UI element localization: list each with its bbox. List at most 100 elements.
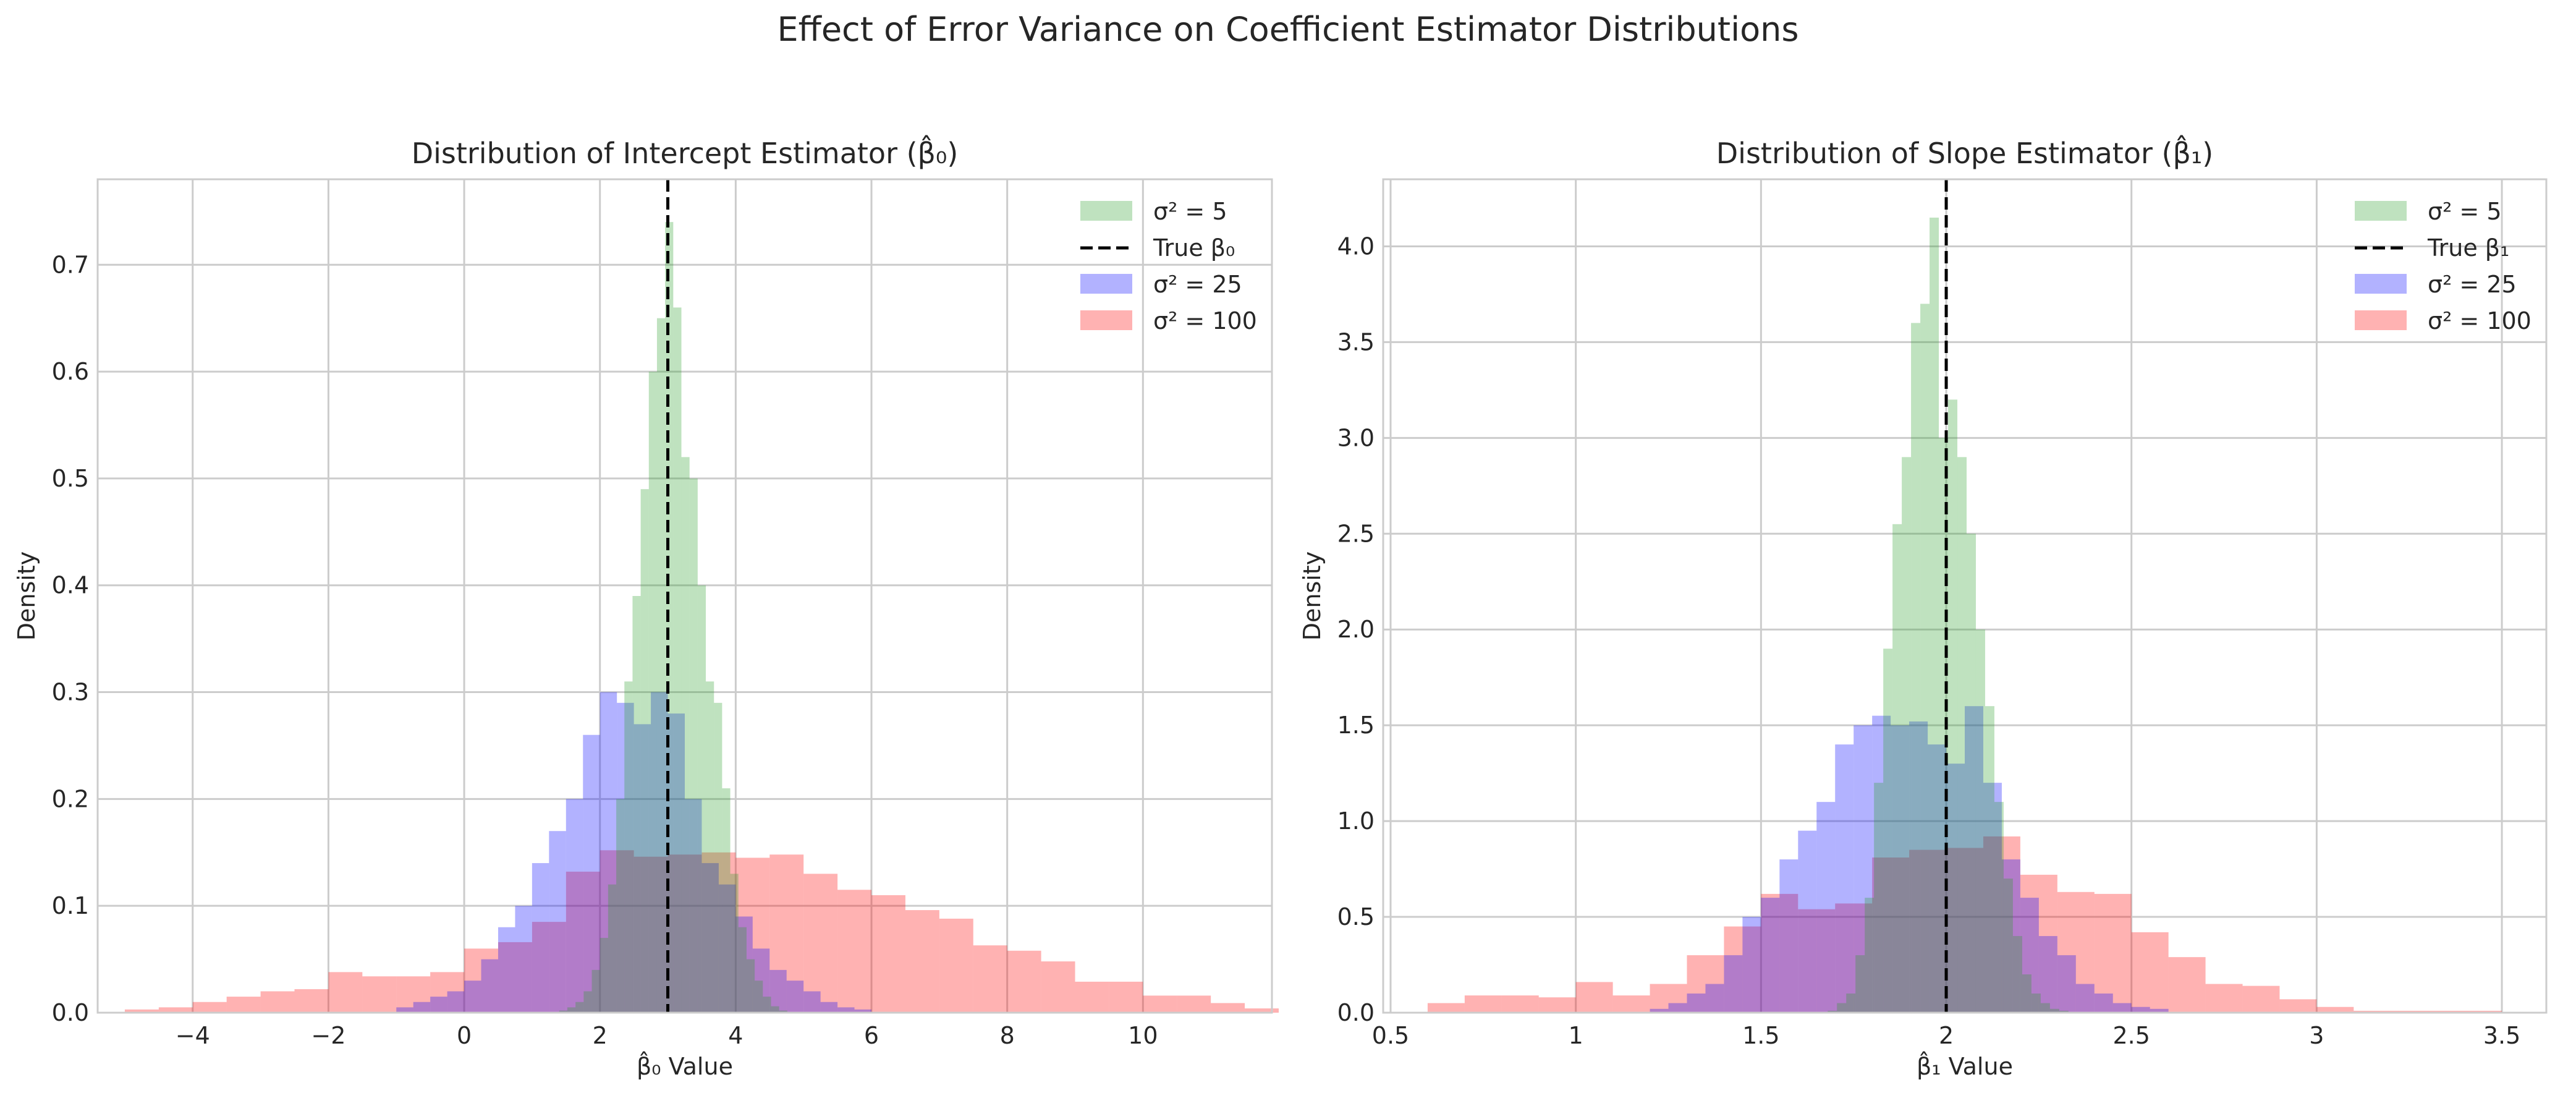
x-tick-label: −2	[311, 1022, 345, 1049]
y-tick-label: 4.0	[1337, 232, 1375, 260]
histogram-bar	[2242, 985, 2280, 1013]
intercept-x-axis-label: β̂₀ Value	[637, 1052, 733, 1080]
x-tick-label: 2	[1939, 1022, 1954, 1049]
histogram-bar	[803, 991, 821, 1013]
histogram-bar	[396, 976, 431, 1013]
histogram-bar	[583, 734, 600, 1013]
histogram-bar	[2131, 932, 2169, 1013]
histogram-bar	[515, 906, 532, 1013]
x-tick-label: 8	[1000, 1022, 1015, 1049]
histogram-bar	[1837, 1003, 1847, 1013]
x-tick-label: 3	[2309, 1022, 2324, 1049]
histogram-bar	[837, 1007, 855, 1013]
histogram-bar	[2094, 994, 2113, 1013]
y-tick-label: 3.5	[1337, 328, 1375, 355]
histogram-bar	[1798, 830, 1817, 1013]
histogram-bar	[2205, 984, 2243, 1013]
histogram-bar	[396, 1007, 413, 1013]
y-tick-label: 0.0	[1337, 999, 1375, 1026]
histogram-bar	[226, 997, 261, 1013]
histogram-bar	[769, 854, 804, 1013]
histogram-bar	[2003, 879, 2013, 1013]
legend-label: True β₀	[1153, 234, 1235, 262]
histogram-bar	[2094, 893, 2132, 1013]
legend-swatch	[2355, 310, 2407, 330]
histogram-bar	[2112, 1003, 2132, 1013]
histogram-bar	[2428, 1010, 2465, 1013]
histogram-bar	[1909, 849, 1947, 1013]
histogram-bar	[616, 799, 625, 1013]
histogram-bar	[498, 942, 532, 1013]
histogram-bar	[559, 1010, 567, 1013]
histogram-bar	[600, 850, 634, 1013]
histogram-bar	[632, 596, 641, 1013]
series-2-bars	[1427, 836, 2502, 1013]
histogram-bar	[413, 1002, 431, 1013]
histogram-bar	[673, 307, 682, 1013]
histogram-bar	[2038, 936, 2057, 1013]
slope-panel-title: Distribution of Slope Estimator (β̂₁)	[1716, 135, 2213, 170]
histogram-bar	[1835, 903, 1873, 1013]
histogram-bar	[803, 874, 838, 1013]
legend-label: σ² = 25	[2428, 271, 2517, 298]
plot-frame	[1382, 178, 2548, 1014]
histogram-bar	[939, 918, 973, 1013]
histogram-bar	[2131, 1006, 2150, 1013]
x-tick-label: 2.5	[2112, 1022, 2150, 1049]
histogram-bar	[532, 863, 549, 1013]
x-tick-label: 3.5	[2483, 1022, 2520, 1049]
legend-label: σ² = 25	[1153, 271, 1242, 298]
histogram-bar	[158, 1007, 193, 1013]
intercept-y-axis-label: Density	[13, 551, 40, 640]
histogram-bar	[1828, 1010, 1837, 1013]
histogram-bar	[1761, 893, 1799, 1013]
y-tick-label: 2.5	[1337, 520, 1375, 547]
histogram-bar	[1427, 1003, 1465, 1013]
histogram-bar	[786, 981, 804, 1013]
histogram-bar	[1872, 857, 1910, 1013]
histogram-bar	[1835, 744, 1854, 1013]
y-tick-label: 3.0	[1337, 424, 1375, 451]
histogram-bar	[871, 895, 905, 1013]
histogram-bar	[2279, 999, 2317, 1013]
y-tick-label: 0.5	[52, 465, 89, 492]
histogram-bar	[755, 981, 763, 1013]
legend-label: σ² = 100	[2428, 307, 2532, 334]
legend-label: σ² = 100	[1153, 307, 1257, 334]
series-1-bars	[396, 692, 872, 1013]
histogram-bar	[481, 959, 498, 1013]
histogram-bar	[633, 724, 651, 1013]
x-tick-label: −4	[176, 1022, 210, 1049]
histogram-bar	[2465, 1010, 2502, 1013]
histogram-bar	[2001, 859, 2020, 1013]
legend-swatch	[1080, 310, 1132, 330]
histogram-bar	[1177, 995, 1211, 1013]
series-2-bars	[124, 850, 1279, 1013]
intercept-panel-title: Distribution of Intercept Estimator (β̂₀…	[412, 135, 959, 170]
histogram-bar	[1902, 457, 1912, 1013]
histogram-bar	[706, 681, 714, 1013]
histogram-bar	[1650, 984, 1687, 1013]
histogram-bar	[1501, 995, 1539, 1013]
histogram-bar	[498, 927, 515, 1013]
histogram-bar	[714, 702, 722, 1013]
histogram-bar	[2031, 994, 2041, 1013]
slope-y-axis-label: Density	[1299, 551, 1326, 640]
histogram-bar	[600, 692, 617, 1013]
x-tick-label: 2	[593, 1022, 608, 1049]
histogram-bar	[1985, 706, 1994, 1013]
histogram-bar	[1779, 859, 1799, 1013]
histogram-bar	[1994, 802, 2004, 1013]
histogram-bar	[837, 890, 872, 1013]
histogram-bar	[260, 991, 295, 1013]
legend: σ² = 5 True β₁ σ² = 25 σ² = 100	[2355, 198, 2532, 334]
histogram-bar	[1687, 994, 1706, 1013]
histogram-bar	[1909, 721, 1928, 1013]
histogram-bar	[667, 854, 702, 1013]
histogram-bar	[2391, 1010, 2428, 1013]
histogram-bar	[1798, 909, 1836, 1013]
histogram-bar	[718, 884, 736, 1013]
x-tick-label: 0	[457, 1022, 472, 1049]
y-tick-label: 2.0	[1337, 616, 1375, 643]
histogram-bar	[1872, 715, 1891, 1013]
